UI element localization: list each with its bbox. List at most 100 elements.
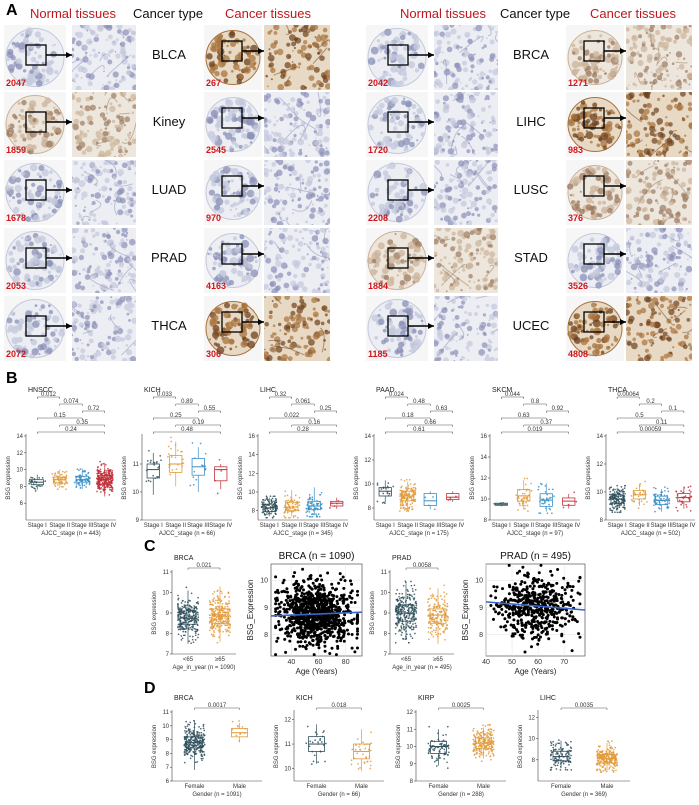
point xyxy=(410,497,413,500)
point xyxy=(181,626,183,628)
point xyxy=(387,486,389,489)
point xyxy=(202,757,204,760)
point xyxy=(59,478,62,481)
point xyxy=(179,625,181,628)
point xyxy=(201,750,204,753)
point xyxy=(512,591,516,595)
point xyxy=(513,632,517,636)
x-tick-label: Stage II xyxy=(281,523,302,529)
point xyxy=(687,497,690,499)
point xyxy=(614,488,616,491)
significance-bracket xyxy=(82,410,105,413)
point xyxy=(523,581,527,585)
point xyxy=(319,574,322,578)
point xyxy=(414,493,417,495)
box-Male xyxy=(472,724,495,763)
point xyxy=(220,590,222,593)
point xyxy=(548,603,552,607)
point xyxy=(562,640,566,644)
point xyxy=(291,598,295,602)
point xyxy=(193,607,195,610)
point xyxy=(288,516,290,519)
point xyxy=(288,599,292,603)
point xyxy=(342,617,345,621)
point xyxy=(405,494,408,497)
point xyxy=(188,751,190,754)
point xyxy=(276,606,280,610)
point xyxy=(105,471,107,474)
point xyxy=(408,641,410,644)
point xyxy=(312,504,314,507)
point xyxy=(97,481,100,484)
point xyxy=(107,469,110,472)
point xyxy=(398,606,400,608)
point xyxy=(192,733,194,735)
point xyxy=(477,735,480,738)
chart-title: SKCM xyxy=(492,387,512,394)
normal-sample-id-BLCA: 2047 xyxy=(6,78,27,88)
point xyxy=(33,480,36,483)
point xyxy=(220,624,223,627)
point xyxy=(109,477,112,480)
point xyxy=(149,480,152,483)
ihc-normal-BRCA-zoom xyxy=(434,25,498,90)
point xyxy=(561,749,564,752)
point xyxy=(185,586,188,589)
point xyxy=(189,484,192,487)
normal-sample-id-PRAD: 2053 xyxy=(6,281,27,291)
p-value-label: 0.074 xyxy=(63,399,79,405)
point xyxy=(356,617,359,621)
point xyxy=(480,727,483,730)
point xyxy=(264,499,267,502)
point xyxy=(223,596,226,599)
point xyxy=(225,618,228,621)
point xyxy=(403,613,406,616)
point xyxy=(402,496,405,499)
point xyxy=(35,485,38,488)
point xyxy=(653,486,655,489)
chart-C-BRCA-box: BRCA 7 8 9 10 11 BSG expression <65 ≥65 Age_in_ye… xyxy=(148,552,240,678)
x-tick-label: Stage III xyxy=(535,523,558,529)
point xyxy=(193,609,195,612)
point xyxy=(177,463,179,466)
point xyxy=(570,754,572,757)
point xyxy=(443,591,445,594)
point xyxy=(556,751,558,754)
point xyxy=(277,611,281,615)
point xyxy=(65,470,68,473)
point xyxy=(347,632,350,636)
point xyxy=(277,620,281,623)
x-tick-label: Stage III xyxy=(187,523,210,529)
point xyxy=(386,491,389,493)
point xyxy=(83,484,86,487)
point xyxy=(638,485,641,487)
point xyxy=(406,597,409,600)
point xyxy=(198,749,200,752)
y-tick-label: 8 xyxy=(368,506,372,512)
point xyxy=(546,493,549,496)
point xyxy=(528,488,530,491)
point xyxy=(482,754,484,756)
point xyxy=(308,508,310,511)
point xyxy=(680,500,683,503)
point xyxy=(499,502,502,505)
point xyxy=(311,602,315,606)
point xyxy=(509,597,513,601)
point xyxy=(326,631,330,635)
point xyxy=(366,760,369,763)
point xyxy=(523,650,527,654)
point xyxy=(520,624,524,627)
point xyxy=(405,599,407,602)
point xyxy=(293,509,296,512)
point xyxy=(208,614,211,616)
point xyxy=(337,628,341,632)
point xyxy=(322,731,324,734)
point xyxy=(202,740,204,742)
p-value-label: 0.022 xyxy=(284,413,300,419)
point xyxy=(196,744,198,747)
point xyxy=(405,615,408,618)
point xyxy=(317,513,320,515)
point xyxy=(108,486,111,489)
y-tick-label: 10 xyxy=(528,737,535,743)
point xyxy=(183,621,186,624)
